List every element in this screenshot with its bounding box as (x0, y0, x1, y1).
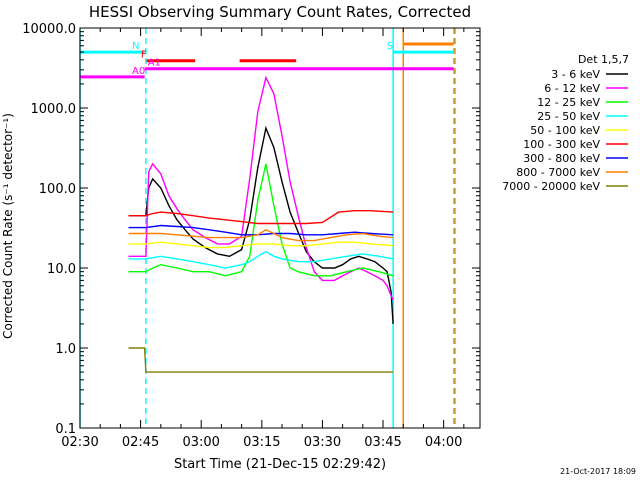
chart-title: HESSI Observing Summary Count Rates, Cor… (89, 3, 471, 21)
series-line-5 (128, 210, 394, 225)
x-axis-label: Start Time (21-Dec-15 02:29:42) (174, 457, 386, 472)
legend-label: 25 - 50 keV (537, 110, 600, 123)
x-tick-label: 03:00 (182, 435, 219, 450)
legend-label: 3 - 6 keV (551, 68, 600, 81)
legend-label: 7000 - 20000 keV (502, 180, 600, 193)
series-line-2 (128, 163, 394, 277)
legend-label: 300 - 800 keV (523, 152, 600, 165)
series-lines (128, 75, 394, 373)
y-tick-label: 10000.0 (22, 22, 76, 37)
y-tick-label: 1.0 (55, 342, 76, 357)
flag-label: A1 (148, 58, 161, 69)
flag-label: S (387, 41, 393, 52)
legend-title: Det 1,5,7 (578, 53, 629, 66)
timestamp: 21-Oct-2017 18:09 (560, 467, 636, 476)
y-axis-label: Corrected Count Rate (s⁻¹ detector⁻¹) (1, 113, 15, 339)
series-line-1 (128, 75, 394, 301)
axes: 0.1 1.0 10.0 100.0 1000.0 10000.0 02:30 02:45 03… (22, 22, 481, 450)
flag-label: N (132, 41, 139, 52)
series-line-0 (128, 125, 394, 324)
x-tick-label: 03:15 (243, 435, 280, 450)
flag-label: A0 (132, 66, 145, 77)
x-tick-label: 03:30 (304, 435, 341, 450)
x-tick-label: 02:45 (122, 435, 159, 450)
flag-label: F (141, 50, 147, 61)
x-tick-label: 03:45 (364, 435, 401, 450)
series-line-8 (128, 347, 394, 373)
y-tick-label: 10.0 (47, 262, 76, 277)
y-tick-label: 0.1 (55, 422, 76, 437)
legend-label: 50 - 100 keV (530, 124, 600, 137)
legend-label: 6 - 12 keV (544, 82, 600, 95)
x-tick-label: 02:30 (61, 435, 98, 450)
axes-frame (79, 27, 481, 429)
series-line-4 (128, 241, 394, 249)
series-line-3 (128, 250, 394, 269)
legend-label: 100 - 300 keV (523, 138, 600, 151)
legend-label: 12 - 25 keV (537, 96, 600, 109)
y-tick-label: 1000.0 (31, 102, 77, 117)
legend-label: 800 - 7000 keV (516, 166, 600, 179)
x-tick-label: 04:00 (425, 435, 462, 450)
y-tick-label: 100.0 (39, 182, 76, 197)
series-line-7 (128, 229, 394, 242)
